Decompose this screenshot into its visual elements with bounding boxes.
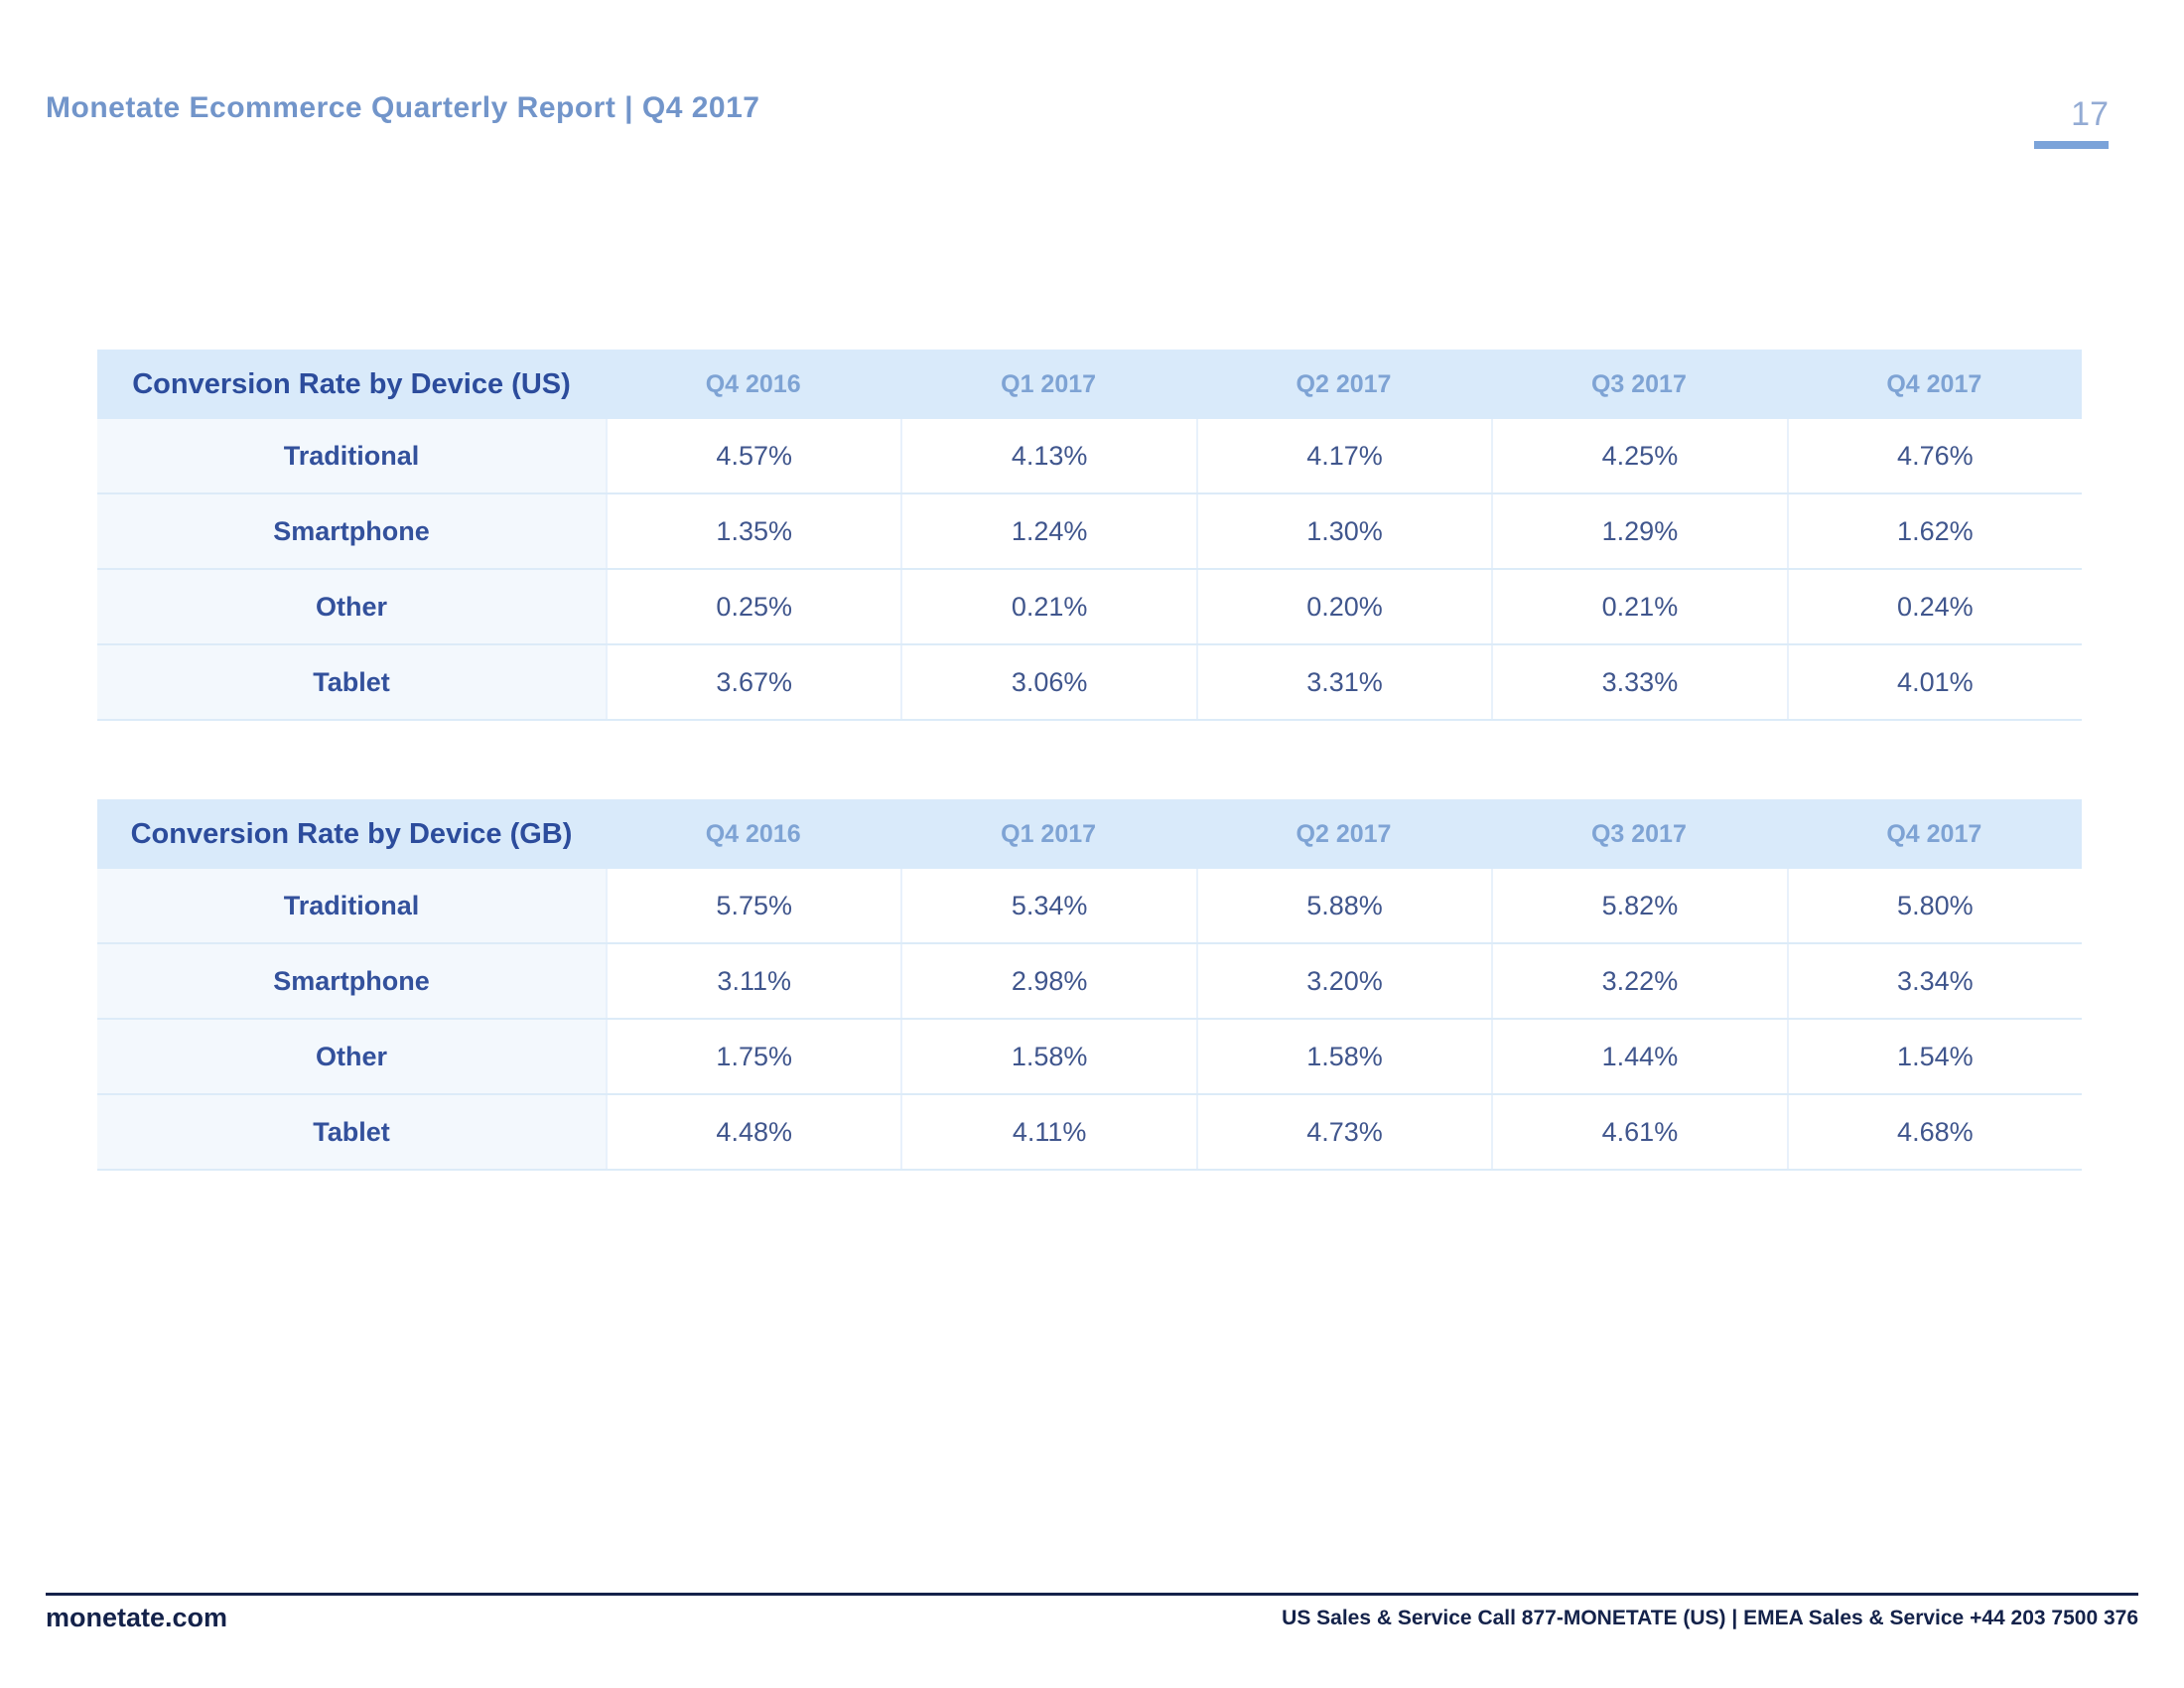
table-cell: 4.13% <box>900 419 1196 492</box>
conversion-rate-table-us: Conversion Rate by Device (US) Q4 2016 Q1 … <box>97 350 2083 721</box>
table-cell: 3.34% <box>1786 944 2083 1018</box>
table-cell: 3.20% <box>1195 944 1492 1018</box>
footer-website-link: monetate.com <box>46 1603 228 1632</box>
table-cell: 0.24% <box>1786 570 2083 643</box>
table-row: Other 0.25% 0.21% 0.20% 0.21% 0.24% <box>97 570 2083 645</box>
row-label: Smartphone <box>97 494 606 568</box>
table-title: Conversion Rate by Device (US) <box>132 367 571 400</box>
table-row: Traditional 5.75% 5.34% 5.88% 5.82% 5.80% <box>97 869 2083 944</box>
table-cell: 4.25% <box>1491 419 1787 492</box>
table-row: Smartphone 3.11% 2.98% 3.20% 3.22% 3.34% <box>97 944 2083 1020</box>
table-cell: 3.22% <box>1491 944 1787 1018</box>
row-label: Tablet <box>97 645 606 719</box>
table-header-row: Conversion Rate by Device (US) Q4 2016 Q1 … <box>97 350 2082 419</box>
table-row: Other 1.75% 1.58% 1.58% 1.44% 1.54% <box>97 1020 2083 1095</box>
table-cell: 4.01% <box>1786 645 2083 719</box>
table-cell: 3.33% <box>1491 645 1787 719</box>
table-cell: 3.11% <box>606 944 901 1018</box>
column-header: Q4 2017 <box>1886 819 1982 848</box>
page-number-underline-bar <box>2034 141 2109 149</box>
column-header: Q3 2017 <box>1590 819 1687 848</box>
table-title: Conversion Rate by Device (GB) <box>130 817 573 850</box>
table-cell: 5.34% <box>900 869 1196 942</box>
column-header: Q1 2017 <box>1001 369 1097 398</box>
table-cell: 0.25% <box>606 570 901 643</box>
table-cell: 1.44% <box>1491 1020 1787 1093</box>
table-cell: 0.21% <box>1491 570 1787 643</box>
table-cell: 1.58% <box>1195 1020 1492 1093</box>
table-cell: 3.31% <box>1195 645 1492 719</box>
table-cell: 4.17% <box>1195 419 1492 492</box>
table-cell: 1.24% <box>900 494 1196 568</box>
row-label: Tablet <box>97 1095 606 1169</box>
table-cell: 4.61% <box>1491 1095 1787 1169</box>
table-cell: 2.98% <box>900 944 1196 1018</box>
table-cell: 1.75% <box>606 1020 901 1093</box>
column-header: Q2 2017 <box>1296 819 1392 848</box>
column-header: Q2 2017 <box>1296 369 1392 398</box>
table-row: Tablet 3.67% 3.06% 3.31% 3.33% 4.01% <box>97 645 2083 721</box>
table-header-row: Conversion Rate by Device (GB) Q4 2016 Q1 … <box>97 799 2082 869</box>
table-cell: 1.29% <box>1491 494 1787 568</box>
column-header: Q4 2016 <box>705 369 801 398</box>
row-label: Traditional <box>97 419 606 492</box>
table-row: Traditional 4.57% 4.13% 4.17% 4.25% 4.76% <box>97 419 2083 494</box>
table-cell: 4.11% <box>900 1095 1196 1169</box>
table-cell: 5.75% <box>606 869 901 942</box>
column-header: Q4 2016 <box>705 819 801 848</box>
table-cell: 5.82% <box>1491 869 1787 942</box>
footer-contact-info: US Sales & Service Call 877-MONETATE (US… <box>1282 1607 2138 1629</box>
table-row: Smartphone 1.35% 1.24% 1.30% 1.29% 1.62% <box>97 494 2083 570</box>
table-cell: 4.57% <box>606 419 901 492</box>
page-title: Monetate Ecommerce Quarterly Report | Q4… <box>46 91 760 124</box>
footer-divider <box>46 1593 2138 1596</box>
table-cell: 0.21% <box>900 570 1196 643</box>
table-cell: 4.68% <box>1786 1095 2083 1169</box>
table-cell: 1.35% <box>606 494 901 568</box>
table-cell: 1.62% <box>1786 494 2083 568</box>
column-header: Q1 2017 <box>1001 819 1097 848</box>
column-header: Q4 2017 <box>1886 369 1982 398</box>
table-row: Tablet 4.48% 4.11% 4.73% 4.61% 4.68% <box>97 1095 2083 1171</box>
table-cell: 3.67% <box>606 645 901 719</box>
table-cell: 4.76% <box>1786 419 2083 492</box>
table-cell: 1.30% <box>1195 494 1492 568</box>
column-header: Q3 2017 <box>1590 369 1687 398</box>
conversion-rate-table-gb: Conversion Rate by Device (GB) Q4 2016 Q1 … <box>97 799 2083 1171</box>
table-cell: 1.54% <box>1786 1020 2083 1093</box>
page-number: 17 <box>2071 95 2109 133</box>
row-label: Other <box>97 570 606 643</box>
table-cell: 5.88% <box>1195 869 1492 942</box>
row-label: Smartphone <box>97 944 606 1018</box>
table-cell: 1.58% <box>900 1020 1196 1093</box>
row-label: Traditional <box>97 869 606 942</box>
row-label: Other <box>97 1020 606 1093</box>
table-cell: 0.20% <box>1195 570 1492 643</box>
table-cell: 4.48% <box>606 1095 901 1169</box>
table-cell: 5.80% <box>1786 869 2083 942</box>
table-cell: 3.06% <box>900 645 1196 719</box>
table-cell: 4.73% <box>1195 1095 1492 1169</box>
